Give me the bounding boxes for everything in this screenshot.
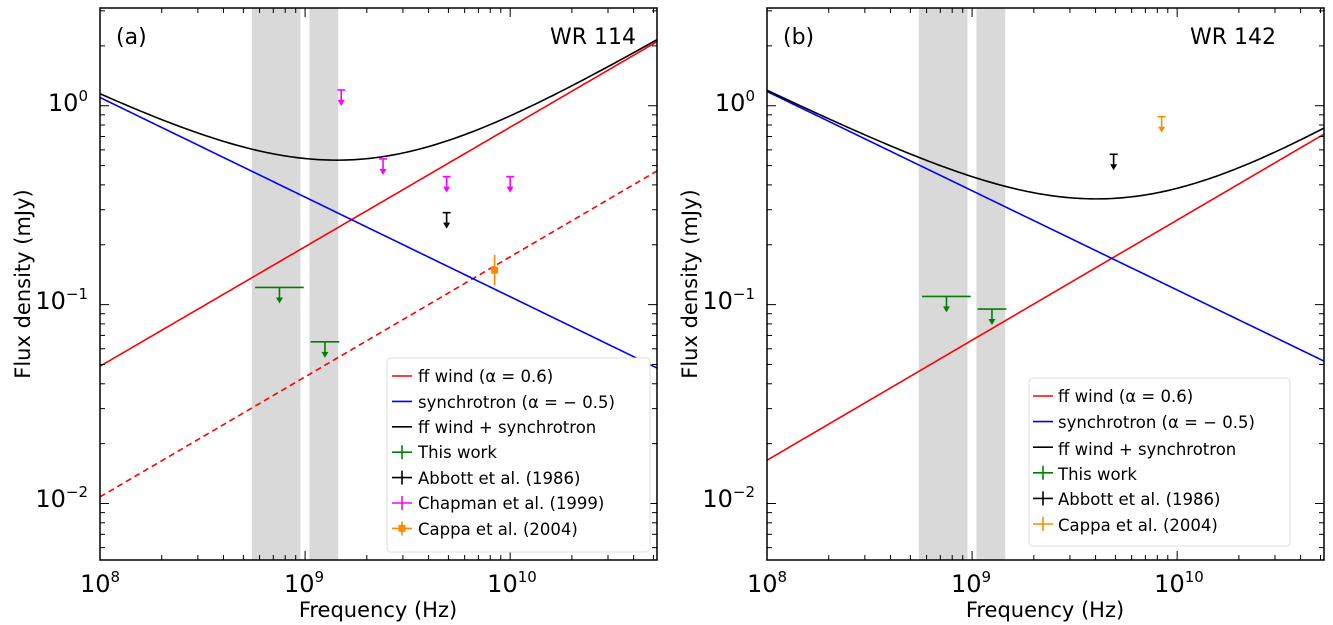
panel-b-title: WR 142 [1190,25,1276,50]
panel-b-legend-label: ff wind + synchrotron [1058,440,1236,459]
upper-limit-arrow [942,306,950,313]
shaded-band [251,8,301,560]
panel-a-xlabel: Frequency (Hz) [299,598,457,622]
panel-a-title: WR 114 [550,25,636,50]
upper-limit-arrow [506,186,514,193]
panel-b-markers [922,115,1166,326]
panel-a-ytick-label: 10−1 [35,285,88,315]
panel-b-ytick-label: 10−2 [702,483,755,513]
panel-a-ytick-label: 10−2 [35,483,88,513]
panel-a-frame [99,7,658,561]
panel-b-ticks [766,8,1324,560]
panel-a-legend-label: Chapman et al. (1999) [418,494,604,513]
panel-a-xtick-label: 109 [284,568,324,598]
panel-b-xtick-label: 1010 [1154,568,1204,598]
legend-swatch-point [398,524,406,532]
panel-a-legend-box [386,357,651,553]
panel-a-legend: ff wind (α = 0.6) synchrotron (α = − 0.5… [386,357,651,553]
panel-b-legend-label: synchrotron (α = − 0.5) [1058,413,1255,432]
panel-a-ylabel: Flux density (mJy) [11,189,35,378]
upper-limit-arrow [337,99,345,106]
panel-a-legend-label: synchrotron (α = − 0.5) [418,393,615,412]
shaded-band [976,8,1006,560]
upper-limit-arrow [1110,164,1118,171]
panel-a: (a) WR 114 10−2 10−1 100 108 109 1010 Fr… [11,7,658,622]
panel-b-bands [918,8,1006,560]
upper-limit-arrow [379,168,387,175]
panel-a-xtick-label: 1010 [487,568,537,598]
panel-b-xtick-label: 109 [951,568,991,598]
upper-limit-arrow [443,222,451,229]
panel-b-ytick-label: 100 [715,87,755,117]
upper-limit-arrow [321,351,329,358]
panel-a-markers [255,89,515,358]
shaded-band [918,8,968,560]
series-line [100,40,657,367]
panel-b-ylabel: Flux density (mJy) [678,189,702,378]
panel-b-series [767,89,1324,461]
panel-a-series [100,38,657,498]
panel-a-legend-symbols [392,375,412,536]
upper-limit-arrow [1158,126,1166,133]
panel-a-legend-label: Abbott et al. (1986) [418,469,580,488]
panel-b: (b) WR 142 10−2 10−1 100 108 109 1010 Fr… [678,7,1325,622]
panel-a-legend-label: ff wind + synchrotron [418,418,596,437]
panel-b-legend-symbols [1033,395,1053,531]
panel-b-legend-label: Abbott et al. (1986) [1058,490,1220,509]
panel-b-legend-box [1028,377,1291,547]
series-line [767,89,1324,200]
panel-a-ticks [99,8,657,560]
panel-b-frame [766,7,1325,561]
upper-limit-arrow [275,297,283,304]
upper-limit-arrow [988,319,996,326]
panel-a-legend-label: This work [417,443,497,462]
panel-b-legend: ff wind (α = 0.6) synchrotron (α = − 0.5… [1028,377,1291,547]
shaded-band [309,8,339,560]
panel-b-legend-label: ff wind (α = 0.6) [1058,387,1193,406]
panel-a-xtick-label: 108 [80,568,120,598]
series-line [767,133,1324,461]
panel-a-label: (a) [116,25,147,50]
panel-b-legend-label: This work [1057,465,1137,484]
panel-a-legend-label: Cappa et al. (2004) [418,520,578,539]
upper-limit-arrow [443,186,451,193]
panel-a-legend-label: ff wind (α = 0.6) [418,367,553,386]
series-line [767,90,1324,362]
panel-b-ytick-label: 10−1 [702,285,755,315]
panel-b-xtick-label: 108 [747,568,787,598]
panel-a-ytick-label: 100 [48,87,88,117]
series-line [100,170,657,498]
series-line [100,38,657,161]
detection-point [491,266,499,274]
series-line [100,96,657,369]
panel-b-xlabel: Frequency (Hz) [966,598,1124,622]
panel-b-label: (b) [783,25,814,50]
panel-b-legend-label: Cappa et al. (2004) [1058,516,1218,535]
panel-a-bands [251,8,339,560]
